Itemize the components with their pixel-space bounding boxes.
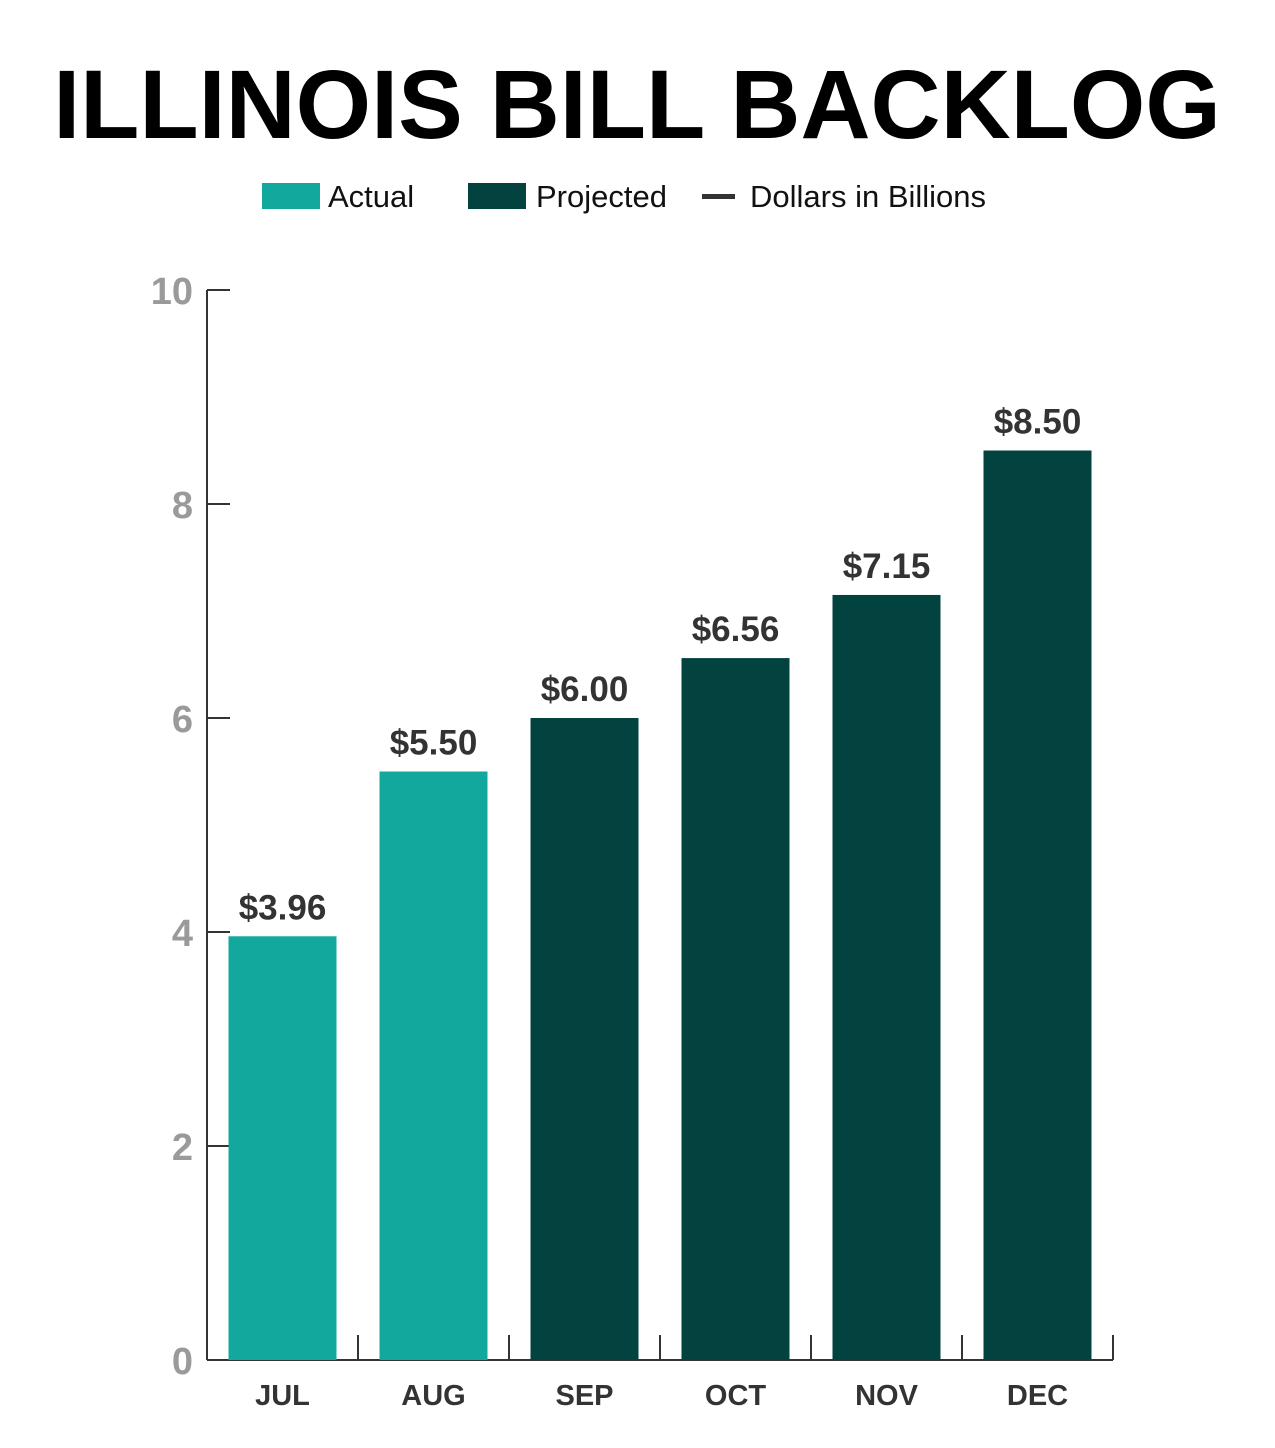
y-tick-label: 6 bbox=[172, 699, 193, 741]
data-label-jul: $3.96 bbox=[239, 888, 327, 927]
legend-line-dollars-in-billions bbox=[702, 194, 735, 199]
legend-label-projected: Projected bbox=[536, 179, 667, 214]
legend-swatch-actual bbox=[262, 183, 320, 209]
legend: Actual Projected Dollars in Billions bbox=[262, 179, 986, 214]
x-tick-label-dec: DEC bbox=[1007, 1380, 1068, 1412]
axes: 0 2 4 6 8 10 bbox=[151, 271, 1114, 1383]
bar-oct bbox=[681, 658, 790, 1360]
bars bbox=[228, 450, 1092, 1360]
chart-title: ILLINOIS BILL BACKLOG bbox=[53, 50, 1221, 159]
x-tick-label-sep: SEP bbox=[555, 1380, 613, 1412]
data-label-sep: $6.00 bbox=[541, 670, 629, 709]
legend-label-actual: Actual bbox=[328, 179, 414, 214]
y-tick-label: 2 bbox=[172, 1127, 193, 1169]
x-tick-label-jul: JUL bbox=[255, 1380, 310, 1412]
bar-nov bbox=[832, 594, 941, 1360]
data-labels: $3.96 JUL $5.50 AUG $6.00 SEP $6.56 OCT $7.15 NOV… bbox=[239, 403, 1082, 1413]
x-tick-label-nov: NOV bbox=[855, 1380, 919, 1412]
bar-dec bbox=[983, 450, 1092, 1360]
bar-aug bbox=[379, 771, 488, 1360]
legend-swatch-projected bbox=[468, 183, 526, 209]
y-tick-label: 4 bbox=[172, 913, 193, 955]
legend-label-dollars-in-billions: Dollars in Billions bbox=[750, 179, 986, 214]
y-tick-label: 8 bbox=[172, 485, 193, 527]
bar-jul bbox=[228, 936, 337, 1360]
data-label-dec: $8.50 bbox=[994, 403, 1082, 442]
x-tick-label-oct: OCT bbox=[705, 1380, 767, 1412]
y-tick-label: 10 bbox=[151, 271, 193, 313]
y-tick-label: 0 bbox=[172, 1341, 193, 1383]
bar-sep bbox=[530, 718, 639, 1360]
data-label-nov: $7.15 bbox=[843, 547, 931, 586]
data-label-oct: $6.56 bbox=[692, 610, 780, 649]
data-label-aug: $5.50 bbox=[390, 724, 478, 763]
x-tick-label-aug: AUG bbox=[401, 1380, 465, 1412]
